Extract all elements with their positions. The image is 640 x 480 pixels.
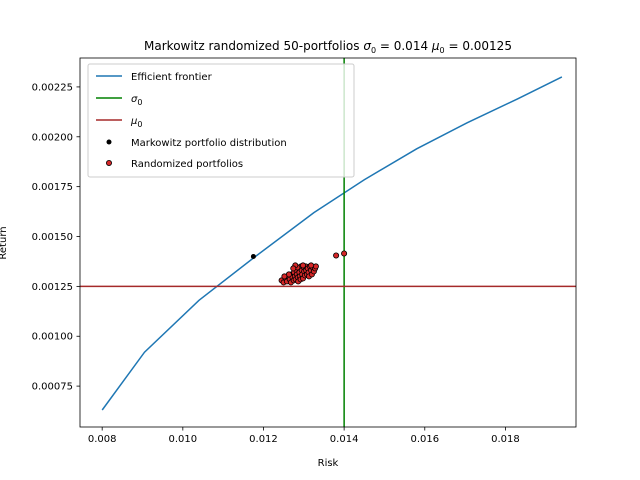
randomized-point-44 [299,262,306,269]
title-mu-subscript: 0 [440,46,445,55]
markowitz-point [250,253,256,259]
randomized-point-49 [333,252,340,259]
randomized-point-45 [308,262,315,269]
title-sigma-subscript: 0 [371,46,376,55]
x-tick-label: 0.018 [491,434,520,445]
legend-box [87,63,355,178]
legend-label-mu: μ0 [130,116,142,129]
randomized-point-48 [281,273,288,280]
legend: Efficient frontier σ0 μ0 Markowitz portf… [87,63,355,178]
y-tick-label: 0.00075 [32,382,73,393]
legend-label-sigma: σ0 [131,94,142,107]
x-axis-label: Risk [318,458,339,469]
x-tick-label: 0.010 [169,434,198,445]
legend-swatch-randomized [106,159,113,166]
legend-label-randomized: Randomized portfolios [131,159,243,170]
y-tick-label: 0.00150 [32,232,73,243]
legend-label-markowitz: Markowitz portfolio distribution [131,138,287,149]
legend-label-frontier: Efficient frontier [131,72,213,83]
axis-ticks: 0.008 0.010 0.012 0.014 0.016 0.018 0.00075 0.0… [32,82,520,445]
randomized-point-50 [341,250,348,257]
x-tick-label: 0.016 [410,434,439,445]
x-tick-label: 0.014 [330,434,359,445]
title-sigma: σ [363,39,371,53]
y-tick-label: 0.00100 [32,332,73,343]
efficient-frontier-line [101,76,563,411]
chart-title: Markowitz randomized 50-portfolios σ0 = … [144,39,512,55]
y-tick-label: 0.00175 [32,182,73,193]
randomized-point-41 [312,263,319,270]
plot-frame [79,57,577,428]
y-axis-label: Return [0,226,9,259]
y-tick-label: 0.00225 [32,82,73,93]
legend-swatch-markowitz [106,139,112,145]
randomized-point-46 [290,265,297,272]
y-tick-label: 0.00200 [32,132,73,143]
title-mu: μ [431,39,440,53]
x-tick-label: 0.008 [88,434,117,445]
y-tick-label: 0.00125 [32,282,73,293]
x-tick-label: 0.012 [249,434,278,445]
